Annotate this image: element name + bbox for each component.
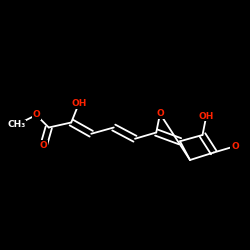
Text: O: O — [231, 142, 239, 151]
Text: O: O — [40, 140, 48, 149]
Text: CH₃: CH₃ — [7, 120, 26, 130]
Text: O: O — [32, 110, 40, 120]
Text: OH: OH — [198, 112, 214, 121]
Text: OH: OH — [71, 99, 86, 108]
Text: O: O — [156, 109, 164, 118]
